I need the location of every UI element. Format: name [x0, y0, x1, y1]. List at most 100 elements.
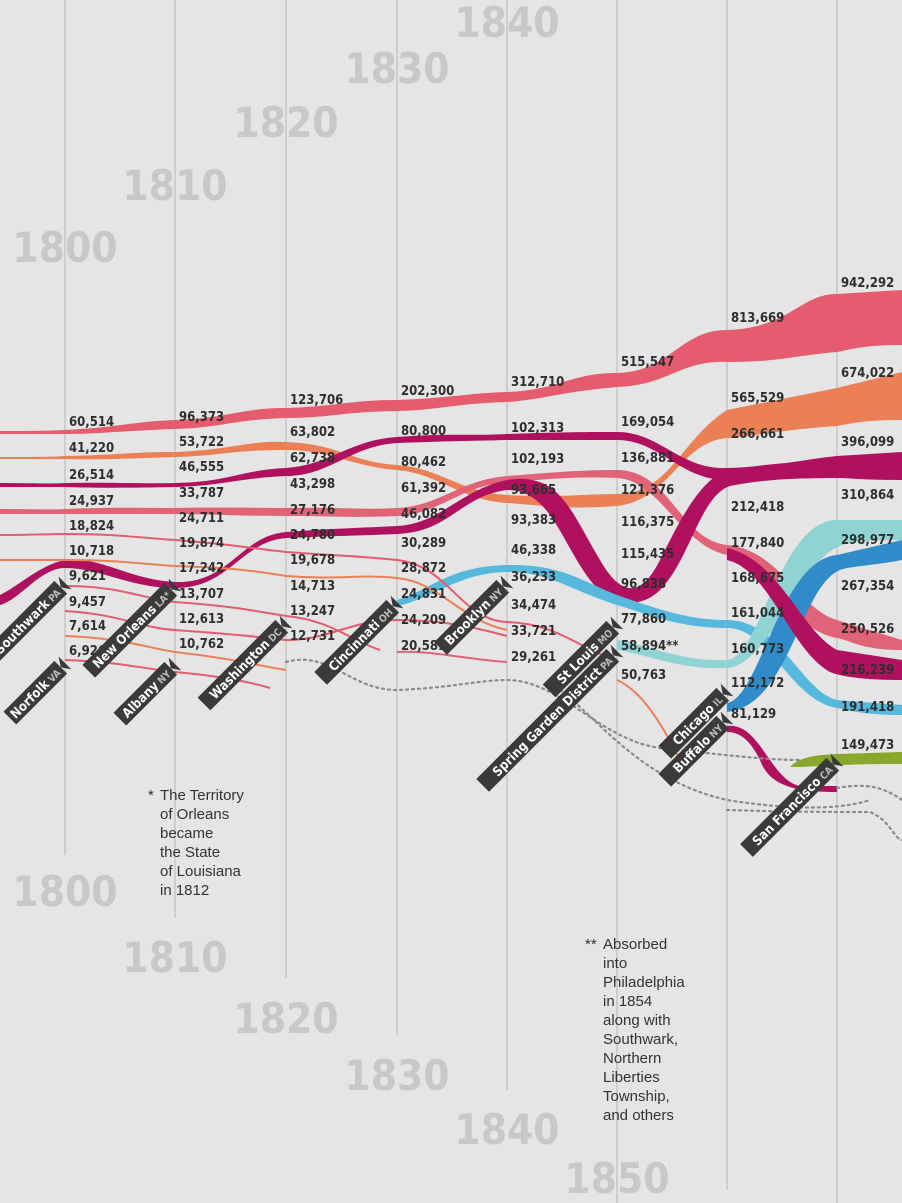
city-line: [0, 559, 508, 631]
value-label: 116,375: [621, 515, 674, 530]
year-label-bottom: 1840: [454, 1105, 559, 1154]
year-label-bottom: 1850: [564, 1154, 669, 1203]
city-stream: [397, 564, 902, 715]
note-line: in 1812: [160, 882, 210, 899]
year-label-top: 1800: [12, 223, 117, 272]
city-stream: [617, 520, 902, 669]
year-label-top: 1840: [454, 0, 559, 47]
value-label: 46,082: [401, 507, 446, 522]
note-line: of Orleans: [160, 806, 230, 823]
value-label: 202,300: [401, 384, 454, 399]
note-marker: *: [148, 787, 154, 804]
value-label: 250,526: [841, 622, 894, 637]
value-label: 123,706: [290, 393, 343, 408]
value-label: 28,872: [401, 561, 446, 576]
value-label: 212,418: [731, 500, 784, 515]
value-label: 30,289: [401, 536, 446, 551]
value-label: 26,514: [69, 468, 114, 483]
city-stream: [727, 548, 902, 680]
value-label: 12,613: [179, 612, 224, 627]
note-marker: **: [585, 936, 597, 953]
note-line: Township,: [603, 1088, 670, 1105]
value-label: 813,669: [731, 311, 784, 326]
city-stream: [0, 372, 902, 508]
note-line: Philadelphia: [603, 974, 685, 991]
value-label: 115,435: [621, 547, 674, 562]
city-line: [64, 635, 287, 671]
value-label: 14,713: [290, 579, 335, 594]
value-label: 168,675: [731, 571, 784, 586]
note-line: the State: [160, 844, 221, 861]
value-label: 96,838: [621, 577, 666, 592]
note-line: Northern: [603, 1050, 662, 1067]
note-line: of Louisiana: [160, 863, 241, 880]
value-label: 96,373: [179, 410, 224, 425]
value-label: 161,044: [731, 606, 784, 621]
value-label: 63,802: [290, 425, 335, 440]
value-label: 10,762: [179, 637, 224, 652]
value-label: 102,193: [511, 452, 564, 467]
value-label: 149,473: [841, 738, 894, 753]
value-label: 53,722: [179, 435, 224, 450]
value-label: 81,129: [731, 707, 776, 722]
value-label: 266,661: [731, 427, 784, 442]
value-label: 515,547: [621, 355, 674, 370]
value-label: 310,864: [841, 488, 894, 503]
value-label: 17,242: [179, 561, 224, 576]
value-label: 24,937: [69, 494, 114, 509]
value-labels: 60,514 41,220 26,514 24,937 18,824 10,718 9,62…: [69, 276, 894, 753]
value-label: 24,209: [401, 613, 446, 628]
value-label: 33,787: [179, 486, 224, 501]
value-label: 27,176: [290, 503, 335, 518]
value-label: 58,894**: [621, 639, 678, 654]
year-labels-bottom: 1800 1810 1820 1830 1840 1850: [12, 867, 669, 1203]
value-label: 29,261: [511, 650, 556, 665]
year-label-top: 1830: [344, 44, 449, 93]
value-label: 60,514: [69, 415, 114, 430]
value-label: 46,555: [179, 460, 224, 475]
note-line: became: [160, 825, 214, 842]
city-stream: [727, 540, 902, 712]
year-label-top: 1820: [233, 98, 338, 147]
value-label: 177,840: [731, 536, 784, 551]
note-line: Absorbed: [603, 936, 668, 953]
note-line: and others: [603, 1107, 674, 1124]
note-line: Southwark,: [603, 1031, 679, 1048]
note-line: along with: [603, 1012, 671, 1029]
year-label-bottom: 1830: [344, 1051, 449, 1100]
value-label: 80,800: [401, 424, 446, 439]
value-label: 216,239: [841, 663, 894, 678]
value-label: 169,054: [621, 415, 674, 430]
value-label: 9,621: [69, 569, 106, 584]
note-line: into: [603, 955, 628, 972]
absorbed-dotted-line: [558, 688, 872, 809]
absorbed-dotted-line: [835, 784, 902, 802]
value-label: 12,731: [290, 629, 335, 644]
value-label: 41,220: [69, 441, 114, 456]
note-line: Liberties: [603, 1069, 660, 1086]
city-stream: [0, 470, 902, 650]
year-label-bottom: 1810: [122, 933, 227, 982]
city-stream: [727, 725, 837, 792]
absorbed-dotted-line: [725, 808, 902, 842]
value-label: 36,233: [511, 570, 556, 585]
value-label: 674,022: [841, 366, 894, 381]
value-label: 267,354: [841, 579, 894, 594]
value-label: 121,376: [621, 483, 674, 498]
value-label: 93,383: [511, 513, 556, 528]
value-label: 62,738: [290, 451, 335, 466]
value-label: 312,710: [511, 375, 564, 390]
value-label: 160,773: [731, 642, 784, 657]
value-label: 396,099: [841, 435, 894, 450]
absorbed-dotted-lines: [284, 658, 902, 842]
value-label: 24,831: [401, 587, 446, 602]
year-label-top: 1810: [122, 161, 227, 210]
note-territory-of-orleans: * The Territory of Orleans became the St…: [148, 786, 244, 900]
value-label: 13,247: [290, 604, 335, 619]
city-line: [396, 650, 508, 663]
value-label: 34,474: [511, 598, 556, 613]
note-absorbed-into-philadelphia: ** Absorbed into Philadelphia in 1854 al…: [585, 935, 685, 1125]
year-label-bottom: 1820: [233, 994, 338, 1043]
value-label: 298,977: [841, 533, 894, 548]
value-label: 565,529: [731, 391, 784, 406]
